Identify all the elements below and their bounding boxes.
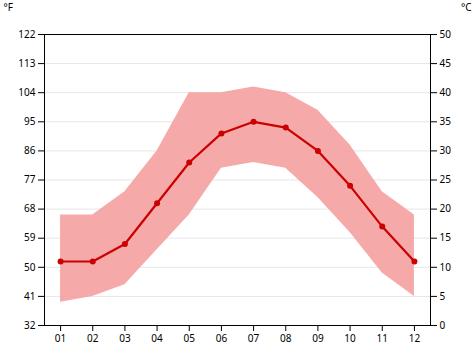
svg-text:95: 95 (24, 114, 36, 128)
svg-text:30: 30 (440, 143, 452, 157)
svg-text:0: 0 (440, 318, 446, 332)
svg-text:06: 06 (216, 331, 228, 345)
svg-text:68: 68 (24, 201, 36, 215)
svg-text:10: 10 (344, 331, 356, 345)
svg-text:02: 02 (87, 331, 99, 345)
svg-text:32: 32 (24, 318, 36, 332)
svg-text:113: 113 (18, 56, 35, 70)
svg-text:86: 86 (24, 143, 36, 157)
svg-text:05: 05 (184, 331, 196, 345)
svg-text:20: 20 (440, 201, 452, 215)
svg-text:122: 122 (18, 27, 35, 41)
svg-text:50: 50 (440, 27, 452, 41)
svg-text:01: 01 (55, 331, 66, 345)
svg-text:08: 08 (280, 331, 292, 345)
svg-text:40: 40 (440, 85, 452, 99)
svg-text:09: 09 (312, 331, 324, 345)
svg-text:104: 104 (18, 85, 35, 99)
svg-text:59: 59 (24, 230, 36, 244)
svg-text:07: 07 (248, 331, 260, 345)
svg-text:12: 12 (409, 331, 421, 345)
svg-text:10: 10 (440, 260, 452, 274)
svg-text:5: 5 (440, 289, 446, 303)
svg-text:03: 03 (119, 331, 131, 345)
svg-text:°C: °C (461, 0, 472, 14)
svg-text:77: 77 (24, 172, 36, 186)
svg-text:41: 41 (24, 289, 35, 303)
svg-text:35: 35 (440, 114, 452, 128)
svg-text:25: 25 (440, 172, 452, 186)
svg-text:04: 04 (151, 331, 163, 345)
svg-text:50: 50 (24, 260, 36, 274)
svg-text:°F: °F (4, 0, 13, 14)
svg-text:15: 15 (440, 230, 452, 244)
svg-text:11: 11 (377, 331, 388, 345)
svg-text:45: 45 (440, 56, 452, 70)
